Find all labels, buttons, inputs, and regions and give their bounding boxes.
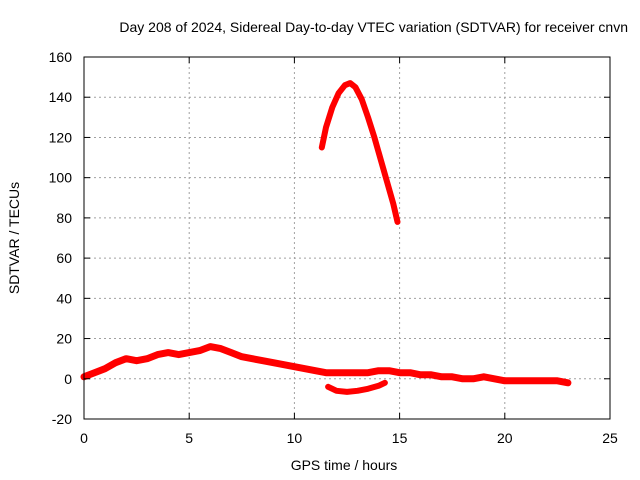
series-line xyxy=(80,343,572,387)
x-tick-label: 10 xyxy=(287,430,303,446)
y-tick-label: -20 xyxy=(52,411,72,427)
y-tick-label: 0 xyxy=(64,371,72,387)
x-axis-label: GPS time / hours xyxy=(291,457,398,473)
x-tick-label: 20 xyxy=(497,430,513,446)
ticks: 0 5 10 15 20 25 -20 0 20 40 60 80 100 120 140 160 xyxy=(49,49,618,446)
chart-title: Day 208 of 2024, Sidereal Day-to-day VTE… xyxy=(119,19,628,35)
y-tick-label: 40 xyxy=(56,290,72,306)
y-tick-label: 140 xyxy=(49,89,73,105)
x-tick-label: 0 xyxy=(80,430,88,446)
y-tick-label: 60 xyxy=(56,250,72,266)
y-axis-label: SDTVAR / TECUs xyxy=(6,182,22,294)
x-tick-label: 15 xyxy=(392,430,408,446)
series-layer xyxy=(80,80,572,395)
plot-frame xyxy=(83,56,611,420)
y-tick-label: 80 xyxy=(56,210,72,226)
y-tick-label: 20 xyxy=(56,331,72,347)
grid xyxy=(84,57,610,419)
series-line xyxy=(325,379,388,395)
y-tick-label: 100 xyxy=(49,170,73,186)
x-tick-label: 5 xyxy=(185,430,193,446)
series-line xyxy=(318,80,401,225)
y-tick-label: 160 xyxy=(49,49,73,65)
x-tick-label: 25 xyxy=(602,430,618,446)
y-tick-label: 120 xyxy=(49,129,73,145)
